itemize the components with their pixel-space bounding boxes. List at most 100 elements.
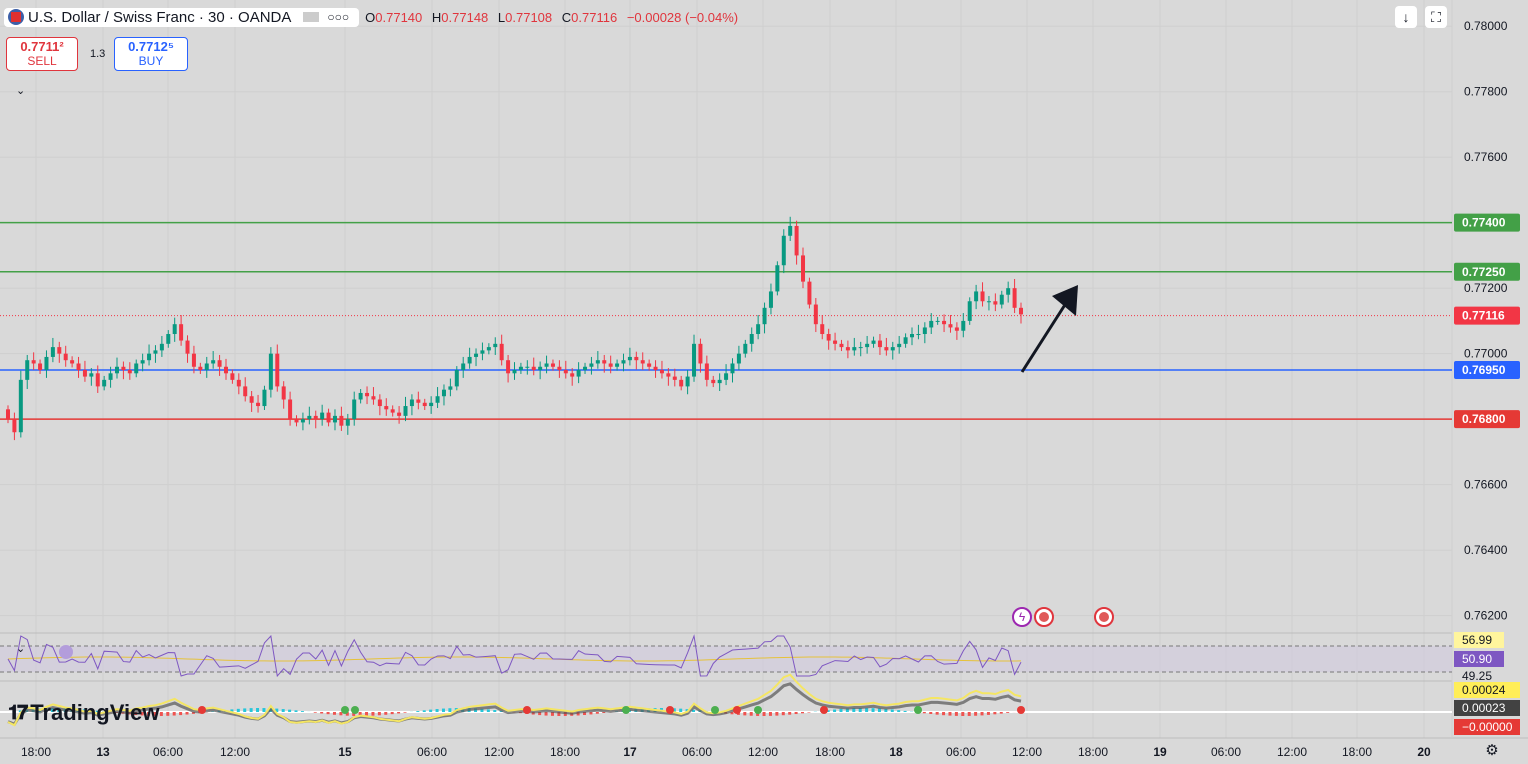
- high-value: 0.77148: [441, 9, 489, 25]
- macd-histogram-bar: [332, 712, 336, 715]
- x-tick-label: 12:00: [748, 745, 778, 759]
- macd-histogram-bar: [852, 708, 856, 712]
- candle-body: [313, 415, 318, 420]
- close-value: 0.77116: [571, 9, 618, 25]
- candle-body: [12, 419, 17, 433]
- candle-body: [95, 373, 100, 387]
- candle-body: [166, 334, 171, 344]
- macd-value-label: −0.00000: [1462, 720, 1513, 734]
- candle-body: [730, 363, 735, 374]
- symbol-name: U.S. Dollar / Swiss Franc · 30 · OANDA: [28, 8, 292, 26]
- candle-body: [377, 399, 382, 407]
- buy-button[interactable]: 0.7712⁵ BUY: [114, 37, 188, 71]
- candle-body: [211, 360, 216, 364]
- macd-histogram-bar: [179, 712, 183, 716]
- candle-body: [692, 343, 697, 377]
- macd-histogram-bar: [416, 711, 420, 712]
- macd-cross-marker: [914, 706, 922, 714]
- lightning-event-icon[interactable]: ϟ: [1012, 607, 1032, 627]
- macd-histogram-bar: [294, 710, 298, 712]
- candle-body: [140, 360, 145, 364]
- us-event-flag-icon[interactable]: [1034, 607, 1054, 627]
- x-tick-label: 12:00: [484, 745, 514, 759]
- fullscreen-icon[interactable]: ⛶: [1425, 6, 1447, 28]
- more-options-button[interactable]: ○○○: [323, 10, 354, 24]
- candle-body: [986, 301, 991, 303]
- candle-body: [236, 379, 241, 387]
- macd-histogram-bar: [877, 708, 881, 712]
- macd-cross-marker: [622, 706, 630, 714]
- rsi-value-tag: [1454, 632, 1504, 648]
- sell-button[interactable]: 0.7711² SELL: [6, 37, 78, 71]
- collapse-indicator-chevron-icon[interactable]: ⌄: [16, 643, 26, 655]
- candle-body: [249, 396, 254, 403]
- candle-body: [531, 366, 536, 371]
- x-tick-label: 12:00: [1277, 745, 1307, 759]
- macd-histogram-bar: [986, 712, 990, 715]
- candle-body: [922, 327, 927, 335]
- macd-histogram-bar: [230, 709, 234, 712]
- macd-histogram-bar: [897, 710, 901, 712]
- x-tick-label: 18: [889, 745, 903, 759]
- macd-histogram-bar: [929, 712, 933, 715]
- candle-body: [281, 386, 286, 400]
- candle-body: [172, 324, 177, 335]
- candle-body: [461, 363, 466, 371]
- rsi-line: [7, 634, 1022, 678]
- level-price-label: 0.77250: [1462, 265, 1506, 279]
- macd-histogram-bar: [236, 708, 240, 712]
- candle-body: [717, 379, 722, 384]
- macd-histogram-bar: [967, 712, 971, 716]
- symbol-title[interactable]: U.S. Dollar / Swiss Franc · 30 · OANDA ○…: [4, 7, 360, 27]
- candle-body: [217, 360, 222, 367]
- candle-body: [884, 347, 889, 351]
- candle-body: [339, 415, 344, 426]
- candle-body: [634, 356, 639, 361]
- candle-body: [935, 320, 940, 322]
- low-label: L: [497, 9, 506, 25]
- close-label: C: [561, 9, 572, 25]
- arrow-down-icon[interactable]: ↓: [1395, 6, 1417, 28]
- rsi-value-label: 50.90: [1462, 652, 1492, 666]
- macd-histogram-bar: [1006, 712, 1010, 713]
- candle-body: [243, 386, 248, 397]
- us-event-flag-icon[interactable]: [1094, 607, 1114, 627]
- macd-histogram-bar: [961, 712, 965, 716]
- candle-body: [384, 406, 389, 410]
- macd-histogram-bar: [781, 712, 785, 716]
- candle-body: [435, 396, 440, 403]
- macd-histogram-bar: [954, 712, 958, 716]
- macd-histogram-bar: [948, 712, 952, 716]
- candle-body: [326, 412, 331, 423]
- y-tick-label: 0.77200: [1464, 281, 1508, 295]
- macd-histogram-bar: [172, 712, 176, 716]
- candle-body: [288, 399, 293, 420]
- macd-histogram-bar: [833, 709, 837, 712]
- macd-histogram-bar: [275, 708, 279, 712]
- macd-histogram-bar: [441, 708, 445, 712]
- macd-histogram-bar: [140, 712, 144, 716]
- candle-body: [749, 334, 754, 344]
- macd-cross-marker: [666, 706, 674, 714]
- macd-histogram-bar: [935, 712, 939, 715]
- spread-value: 1.3: [90, 48, 106, 60]
- settings-gear-icon[interactable]: ⚙: [1485, 742, 1499, 759]
- chart-type-icon[interactable]: [303, 12, 320, 22]
- macd-histogram-bar: [191, 712, 195, 714]
- candle-body: [980, 291, 985, 302]
- candle-body: [25, 360, 30, 380]
- collapse-legend-chevron-icon[interactable]: ⌄: [16, 85, 26, 97]
- macd-histogram-bar: [320, 712, 324, 714]
- macd-histogram-bar: [429, 709, 433, 712]
- candle-body: [18, 379, 23, 433]
- macd-histogram-bar: [435, 709, 439, 712]
- macd-histogram-bar: [595, 712, 599, 714]
- candle-body: [147, 353, 152, 361]
- candle-body: [576, 370, 581, 377]
- y-tick-label: 0.77000: [1464, 347, 1508, 361]
- level-price-label: 0.76950: [1462, 363, 1506, 377]
- trend-arrow-shaft: [1020, 299, 1070, 373]
- candle-body: [775, 265, 780, 292]
- candle-body: [948, 324, 953, 328]
